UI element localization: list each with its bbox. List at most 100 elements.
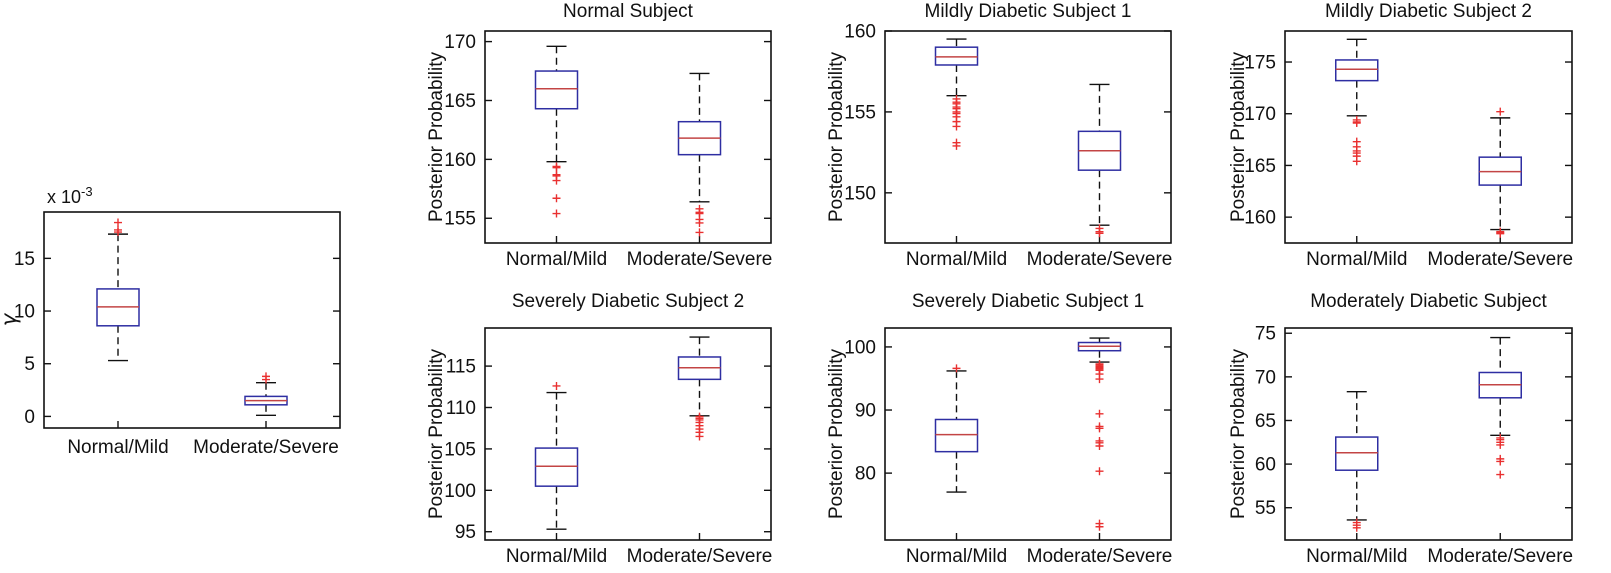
y-tick-label: 160 (1244, 208, 1276, 229)
y-tick-label: 5 (24, 354, 35, 375)
axes-frame (884, 327, 1172, 541)
plot-area: 150 155 160 (844, 21, 1172, 244)
y-tick-label: 165 (444, 91, 476, 112)
outlier-marker (114, 218, 122, 227)
outlier-marker (1095, 229, 1104, 238)
outlier-marker (1496, 440, 1505, 449)
y-tick-label: 165 (1244, 156, 1276, 177)
boxplot-panel-severely-diabetic-2: Severely Diabetic Subject 2 Posterior Pr… (390, 285, 790, 573)
outlier-marker (1496, 229, 1505, 238)
y-tick-label: 95 (455, 522, 476, 543)
x-tick-label-moderate-severe: Moderate/Severe (1026, 546, 1173, 567)
outlier-marker (1095, 441, 1104, 450)
y-tick-label: 65 (1255, 411, 1276, 432)
chart-title: Severely Diabetic Subject 1 (911, 291, 1145, 312)
x-tick-label-moderate-severe: Moderate/Severe (626, 249, 773, 270)
y-tick-label: 100 (444, 481, 476, 502)
x-tick-label-normal-mild: Normal/Mild (67, 437, 169, 458)
outlier-marker (695, 218, 704, 227)
iqr-box (934, 418, 979, 453)
axes-frame (484, 327, 772, 541)
boxplot-panel-mildly-diabetic-2: Mildly Diabetic Subject 2 Posterior Prob… (1180, 0, 1611, 283)
y-tick-label: 105 (444, 439, 476, 460)
axes-frame (1284, 30, 1573, 244)
outlier-marker (552, 163, 561, 172)
chart-title: Mildly Diabetic Subject 1 (924, 1, 1132, 22)
y-tick-label: 55 (1255, 498, 1276, 519)
y-tick-label: 155 (844, 102, 876, 123)
outlier-marker (1496, 470, 1505, 479)
y-tick-label: 160 (444, 150, 476, 171)
y-tick-label: 0 (24, 407, 35, 428)
y-tick-label: 100 (844, 337, 876, 358)
y-tick-label: 80 (855, 464, 876, 485)
x-tick-label-moderate-severe: Moderate/Severe (626, 546, 773, 567)
y-tick-label: 115 (446, 357, 476, 378)
y-tick-label: 155 (444, 209, 476, 230)
outlier-marker (695, 228, 704, 237)
chart-title: Mildly Diabetic Subject 2 (1325, 1, 1532, 22)
outlier-marker (695, 432, 704, 441)
axes-frame (484, 30, 772, 244)
iqr-box (534, 70, 579, 110)
outlier-marker (552, 209, 561, 218)
x-tick-label-moderate-severe: Moderate/Severe (1026, 249, 1173, 270)
outlier-marker (1496, 107, 1505, 116)
outlier-marker (1095, 522, 1104, 531)
chart-title: Normal Subject (563, 1, 693, 22)
y-tick-label: 70 (1255, 367, 1276, 388)
y-tick-label: 175 (1244, 52, 1276, 73)
boxplot-panel-severely-diabetic-1: Severely Diabetic Subject 1 Posterior Pr… (790, 285, 1190, 573)
y-tick-label: 150 (844, 183, 876, 204)
outlier-marker (552, 194, 561, 203)
iqr-box (534, 447, 579, 487)
outlier-marker (552, 176, 561, 185)
outlier-marker (1352, 119, 1361, 128)
plot-area: 80 90 100 (844, 327, 1172, 541)
outlier-marker (952, 141, 961, 150)
outlier-marker (1095, 467, 1104, 476)
outlier-marker (1352, 157, 1361, 166)
x-tick-label-normal-mild: Normal/Mild (905, 249, 1008, 270)
axes-frame (1284, 327, 1573, 541)
outlier-marker (952, 122, 961, 131)
x-tick-label-moderate-severe: Moderate/Severe (1427, 546, 1574, 567)
outlier-marker (262, 372, 270, 381)
boxplot-panel-mildly-diabetic-1: Mildly Diabetic Subject 1 Posterior Prob… (790, 0, 1190, 283)
x-tick-label-moderate-severe: Moderate/Severe (193, 437, 339, 458)
outlier-marker (1095, 409, 1104, 418)
x-tick-label-normal-mild: Normal/Mild (505, 546, 608, 567)
iqr-box (1335, 436, 1379, 471)
y-tick-label: 160 (844, 21, 876, 42)
plot-area: 55 60 65 70 75 (1255, 324, 1573, 541)
x-tick-label-normal-mild: Normal/Mild (1306, 546, 1408, 567)
chart-title: Severely Diabetic Subject 2 (511, 291, 745, 312)
plot-area: 155 160 165 170 (444, 30, 772, 244)
outlier-marker (1352, 523, 1361, 532)
plot-area: 160 165 170 175 (1244, 30, 1573, 244)
outlier-marker (1095, 375, 1104, 384)
scale-prefix: x 10 (47, 187, 82, 207)
y-tick-label: 60 (1255, 455, 1276, 476)
chart-title: Moderately Diabetic Subject (1310, 291, 1547, 312)
y-tick-label: 75 (1255, 324, 1276, 345)
iqr-box (1335, 59, 1379, 82)
outlier-marker (1496, 457, 1505, 466)
x-tick-label-normal-mild: Normal/Mild (905, 546, 1008, 567)
y-axis-scale-label: x 10-3 (47, 184, 93, 208)
y-tick-label: 170 (444, 32, 476, 53)
outlier-marker (114, 225, 122, 234)
y-tick-label: 10 (14, 302, 35, 323)
scale-exponent: -3 (81, 184, 93, 199)
boxplot-panel-moderately-diabetic: Moderately Diabetic Subject Posterior Pr… (1180, 285, 1611, 573)
outlier-marker (1095, 424, 1104, 433)
outlier-marker (552, 381, 561, 390)
iqr-box (934, 46, 979, 66)
y-tick-label: 15 (14, 249, 35, 270)
axes-frame (43, 211, 341, 429)
plot-area: 95 100 105 110 115 (444, 327, 772, 543)
boxplot-panel-normal-subject: Normal Subject Posterior Probability 155… (390, 0, 790, 283)
x-tick-label-normal-mild: Normal/Mild (1306, 249, 1408, 270)
